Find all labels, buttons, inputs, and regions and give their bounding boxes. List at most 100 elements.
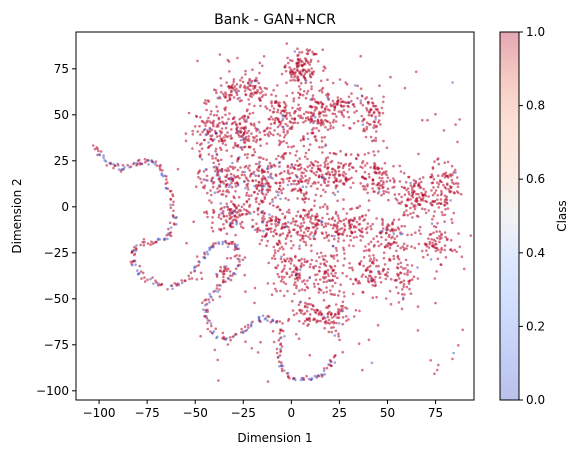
scatter-point (134, 263, 137, 267)
scatter-point (385, 231, 388, 235)
scatter-point (228, 70, 231, 73)
scatter-point (286, 171, 290, 174)
scatter-point (263, 133, 267, 137)
scatter-point (215, 91, 218, 95)
scatter-point (302, 208, 306, 212)
scatter-point (237, 129, 241, 133)
scatter-point (397, 291, 400, 295)
scatter-point (370, 139, 374, 143)
scatter-point (247, 135, 251, 138)
scatter-point (288, 377, 291, 380)
scatter-point (334, 281, 337, 285)
scatter-point (296, 107, 299, 111)
scatter-point (292, 97, 296, 100)
scatter-point (412, 205, 415, 208)
scatter-point (229, 134, 233, 137)
scatter-point (358, 309, 361, 313)
scatter-point (385, 180, 389, 183)
scatter-point (263, 86, 267, 90)
scatter-point (414, 70, 418, 74)
scatter-point (419, 186, 423, 189)
scatter-point (350, 266, 354, 270)
scatter-point (247, 146, 251, 149)
scatter-point (238, 135, 241, 138)
scatter-point (211, 154, 214, 158)
scatter-point (366, 277, 370, 280)
scatter-point (431, 175, 434, 178)
scatter-point (267, 117, 271, 121)
scatter-point (337, 99, 340, 102)
scatter-point (143, 276, 146, 279)
scatter-point (335, 115, 338, 118)
scatter-point (269, 166, 273, 170)
scatter-point (454, 123, 457, 126)
scatter-point (289, 114, 292, 117)
scatter-point (227, 85, 231, 88)
scatter-point (303, 288, 307, 292)
scatter-point (216, 358, 219, 362)
scatter-point (276, 125, 280, 129)
scatter-point (452, 182, 456, 186)
scatter-point (268, 202, 272, 205)
scatter-point (298, 157, 302, 160)
scatter-point (224, 179, 227, 183)
scatter-point (327, 176, 331, 180)
scatter-point (280, 260, 284, 264)
scatter-point (367, 172, 371, 176)
scatter-point (418, 203, 422, 207)
scatter-point (198, 124, 201, 128)
scatter-point (229, 256, 233, 260)
scatter-point (277, 339, 281, 342)
scatter-point (323, 373, 327, 376)
scatter-point (419, 232, 422, 236)
scatter-point (203, 315, 206, 318)
scatter-point (342, 239, 346, 242)
scatter-point (214, 156, 217, 160)
scatter-point (345, 275, 349, 278)
scatter-point (281, 212, 284, 216)
scatter-point (342, 207, 345, 211)
scatter-point (324, 172, 328, 175)
scatter-point (459, 192, 463, 196)
scatter-point (296, 58, 300, 61)
scatter-point (299, 106, 302, 110)
scatter-point (334, 329, 338, 333)
scatter-point (253, 190, 256, 194)
scatter-point (388, 246, 392, 250)
scatter-point (279, 342, 283, 346)
scatter-point (172, 216, 175, 219)
scatter-point (326, 306, 330, 310)
scatter-point (380, 235, 383, 239)
scatter-point (197, 175, 200, 179)
scatter-point (223, 206, 226, 209)
scatter-point (377, 150, 380, 153)
scatter-point (416, 277, 420, 280)
scatter-point (377, 270, 380, 273)
scatter-point (332, 224, 335, 227)
scatter-point (242, 132, 246, 136)
scatter-point (402, 285, 406, 288)
scatter-point (456, 185, 460, 189)
scatter-point (355, 220, 359, 224)
scatter-point (426, 253, 430, 257)
scatter-point (324, 224, 328, 228)
scatter-point (336, 166, 340, 170)
scatter-point (319, 169, 323, 173)
scatter-point (382, 227, 385, 230)
scatter-point (410, 245, 413, 248)
scatter-point (406, 263, 409, 267)
scatter-point (316, 161, 320, 164)
scatter-point (122, 168, 125, 171)
scatter-point (205, 102, 208, 105)
scatter-point (227, 277, 231, 281)
scatter-point (387, 267, 390, 271)
scatter-point (316, 218, 320, 222)
y-tick-label: −100 (36, 384, 69, 398)
scatter-point (302, 90, 306, 93)
scatter-point (340, 111, 344, 115)
scatter-point (198, 150, 201, 153)
scatter-point (309, 161, 313, 164)
scatter-point (315, 227, 319, 230)
scatter-point (344, 315, 348, 318)
scatter-point (381, 176, 384, 180)
